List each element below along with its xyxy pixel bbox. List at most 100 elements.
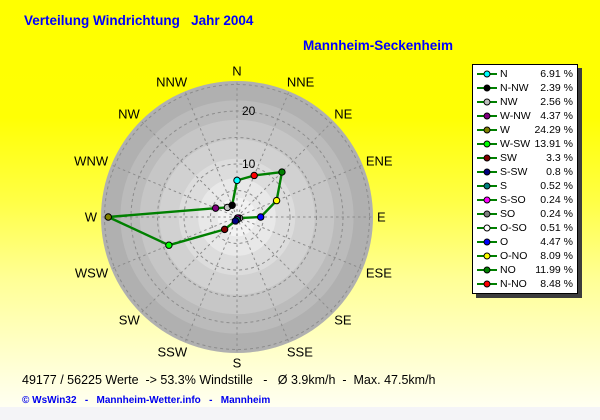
legend-label: O: [500, 235, 509, 248]
legend-value: 3.3 %: [546, 151, 573, 164]
legend-item: S-SO 0.24 %: [477, 193, 573, 207]
grid-spoke: [236, 216, 290, 343]
legend-marker-icon: [477, 70, 497, 78]
legend-label: O-NO: [500, 249, 528, 262]
legend-label: W-NW: [500, 109, 531, 122]
legend-marker-icon: [477, 98, 497, 106]
data-point-SW: [220, 225, 229, 234]
data-point-NNE: [250, 171, 258, 180]
legend-marker-icon: [477, 140, 497, 148]
legend-marker-icon: [477, 196, 497, 204]
legend-value: 0.52 %: [540, 179, 573, 192]
legend-marker-icon: [477, 252, 497, 260]
data-point-WNW: [211, 204, 220, 212]
legend-marker-icon: [477, 210, 497, 218]
direction-label-ENE: ENE: [366, 154, 393, 169]
page-title: Verteilung Windrichtung Jahr 2004: [24, 13, 254, 28]
legend-label: NW: [500, 95, 518, 108]
direction-label-NNW: NNW: [156, 75, 188, 90]
direction-label-SSE: SSE: [287, 344, 313, 359]
direction-label-S: S: [233, 356, 242, 371]
direction-label-NW: NW: [118, 106, 140, 121]
legend-marker-icon: [477, 224, 497, 232]
legend-value: 0.24 %: [540, 193, 573, 206]
direction-label-NNE: NNE: [287, 75, 315, 90]
legend-value: 2.39 %: [540, 81, 573, 94]
legend-item: S-SW 0.8 %: [477, 165, 573, 179]
grid-spoke: [236, 216, 334, 314]
window-edge: [0, 407, 600, 420]
legend-item: N-NO 8.48 %: [477, 277, 573, 291]
legend-value: 0.8 %: [546, 165, 573, 178]
legend-label: O-SO: [500, 221, 527, 234]
legend-value: 0.24 %: [540, 207, 573, 220]
grid-spoke: [184, 216, 238, 343]
legend-value: 4.37 %: [540, 109, 573, 122]
legend: N 6.91 % N-NW 2.39 % NW 2.56 % W-NW 4.37 % W 24.2…: [472, 64, 578, 294]
legend-value: 8.48 %: [540, 277, 573, 290]
legend-value: 8.09 %: [540, 249, 573, 262]
legend-marker-icon: [477, 168, 497, 176]
legend-marker-icon: [477, 112, 497, 120]
legend-marker-icon: [477, 266, 497, 274]
legend-label: N-NO: [500, 277, 527, 290]
legend-item: W-NW 4.37 %: [477, 109, 573, 123]
direction-label-SW: SW: [119, 313, 141, 328]
data-point-SSW: [231, 217, 240, 225]
legend-label: W: [500, 123, 510, 136]
legend-item: W-SW 13.91 %: [477, 137, 573, 151]
data-point-N: [233, 176, 241, 185]
direction-label-SE: SE: [334, 313, 352, 328]
grid-spoke: [140, 216, 238, 314]
legend-item: SW 3.3 %: [477, 151, 573, 165]
data-point-E: [256, 213, 265, 221]
legend-value: 24.29 %: [534, 123, 573, 136]
grid-spoke: [184, 91, 238, 218]
data-point-NNW: [228, 201, 236, 209]
direction-label-SSW: SSW: [158, 344, 188, 359]
legend-marker-icon: [477, 280, 497, 288]
grid-spoke: [236, 120, 334, 218]
legend-item: O-SO 0.51 %: [477, 221, 573, 235]
legend-label: S: [500, 179, 508, 192]
legend-label: N-NW: [500, 81, 529, 94]
radial-tick-label: 10: [242, 157, 256, 171]
radial-tick-label: 20: [242, 104, 256, 118]
legend-value: 6.91 %: [540, 67, 573, 80]
direction-label-WNW: WNW: [74, 154, 109, 169]
legend-item: SO 0.24 %: [477, 207, 573, 221]
legend-label: W-SW: [500, 137, 531, 150]
grid-spoke: [140, 120, 238, 218]
legend-value: 4.47 %: [540, 235, 573, 248]
legend-value: 2.56 %: [540, 95, 573, 108]
legend-label: NO: [500, 263, 516, 276]
legend-label: S-SO: [500, 193, 526, 206]
legend-marker-icon: [477, 238, 497, 246]
legend-item: S 0.52 %: [477, 179, 573, 193]
legend-label: S-SW: [500, 165, 528, 178]
station-name: Mannheim-Seckenheim: [303, 38, 454, 53]
data-point-W: [104, 213, 112, 221]
legend-label: N: [500, 67, 508, 80]
stats-line: 49177 / 56225 Werte -> 53.3% Windstille …: [22, 373, 436, 387]
legend-item: NW 2.56 %: [477, 95, 573, 109]
legend-item: W 24.29 %: [477, 123, 573, 137]
direction-label-E: E: [377, 210, 386, 225]
direction-label-N: N: [232, 64, 241, 79]
legend-marker-icon: [477, 126, 497, 134]
data-point-NE: [278, 168, 286, 176]
data-point-ENE: [272, 196, 281, 205]
direction-label-ESE: ESE: [366, 265, 392, 280]
legend-item: NO 11.99 %: [477, 263, 573, 277]
direction-label-WSW: WSW: [75, 265, 109, 280]
grid-spoke: [236, 164, 363, 218]
legend-value: 13.91 %: [534, 137, 573, 150]
legend-value: 0.51 %: [540, 221, 573, 234]
legend-item: N 6.91 %: [477, 67, 573, 81]
legend-value: 11.99 %: [535, 263, 573, 276]
legend-marker-icon: [477, 154, 497, 162]
legend-label: SO: [500, 207, 516, 220]
legend-item: N-NW 2.39 %: [477, 81, 573, 95]
